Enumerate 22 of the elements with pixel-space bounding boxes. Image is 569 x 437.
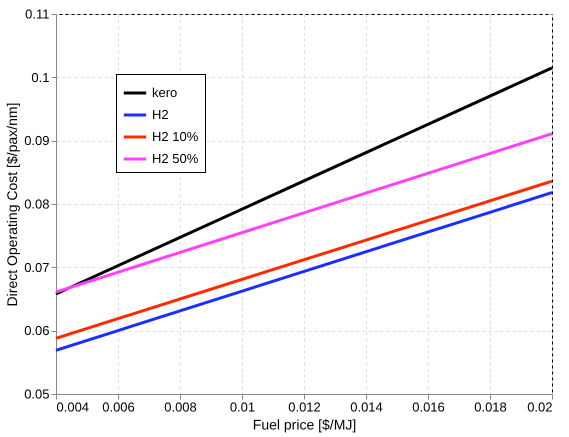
legend-label: H2: [152, 107, 169, 122]
x-tick-label: 0.008: [164, 400, 197, 414]
x-tick-label: 0.02: [527, 400, 552, 414]
y-tick-label: 0.11: [25, 6, 50, 22]
x-tick-label: 0.014: [350, 400, 383, 414]
y-axis-title: Direct Operating Cost [$/pax/nm]: [4, 102, 20, 306]
legend-label: H2 50%: [152, 151, 199, 166]
y-tick-label: 0.07: [24, 260, 50, 275]
y-tick-label: 0.06: [24, 323, 50, 338]
y-tick-label: 0.08: [24, 196, 50, 212]
y-tick-label: 0.09: [24, 133, 50, 148]
x-tick-label: 0.01: [230, 400, 256, 414]
x-tick-label: 0.006: [102, 400, 135, 414]
legend-label: H2 10%: [152, 129, 199, 144]
x-axis-title: Fuel price [$/MJ]: [252, 416, 356, 432]
x-tick-label: 0.004: [56, 400, 90, 414]
x-tick-label: 0.018: [474, 400, 507, 414]
legend-label: kero: [152, 85, 178, 100]
y-tick-label: 0.05: [24, 386, 50, 402]
x-tick-label: 0.012: [288, 400, 321, 414]
x-tick-label: 0.016: [412, 400, 445, 414]
y-tick-label: 0.1: [31, 70, 50, 85]
